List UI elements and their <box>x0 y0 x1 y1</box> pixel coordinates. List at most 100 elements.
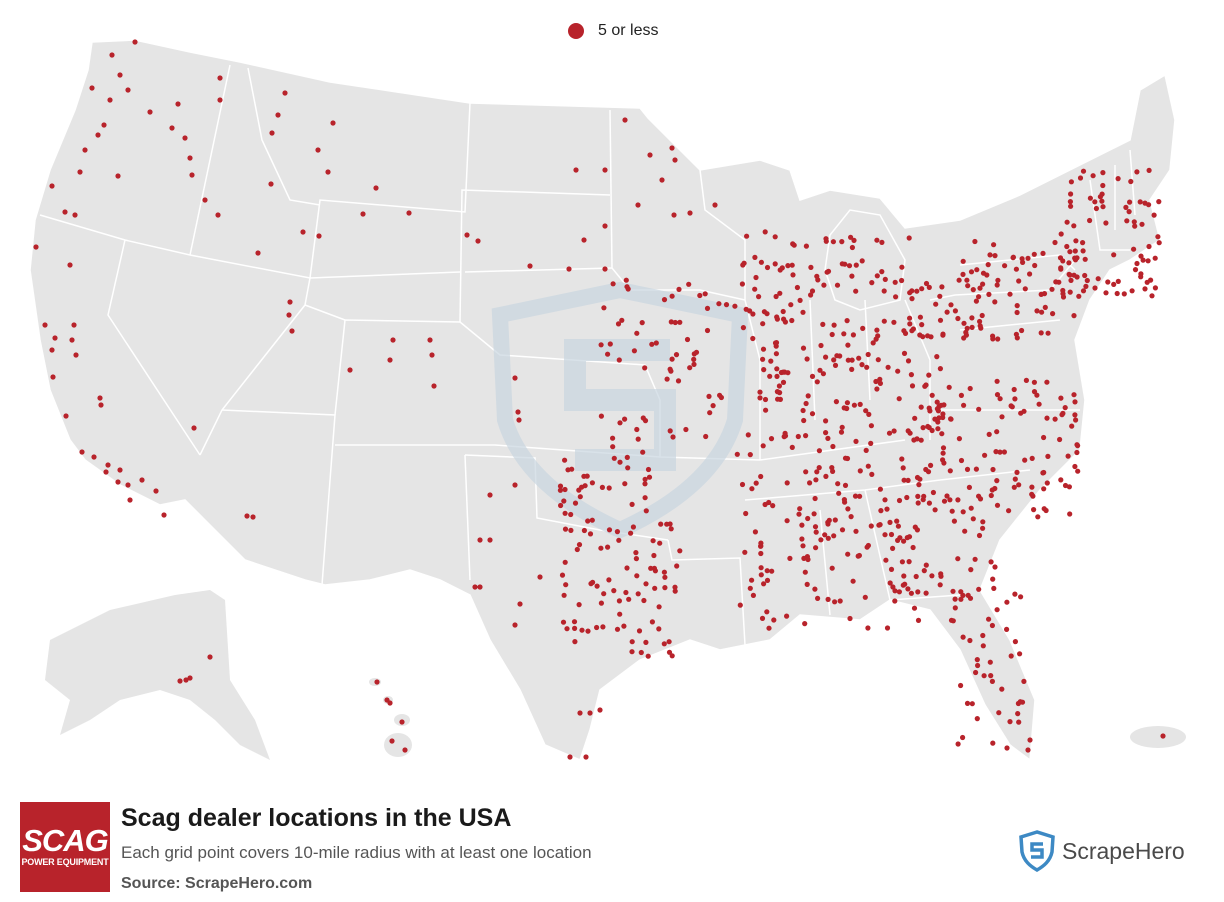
dealer-dot <box>207 654 213 660</box>
dealer-dot <box>387 700 393 706</box>
dealer-dot <box>773 351 780 357</box>
dealer-dot <box>874 327 880 333</box>
dealer-dot <box>616 598 623 604</box>
dealer-dot <box>909 288 915 294</box>
dealer-dot <box>33 244 39 250</box>
dealer-dot <box>668 526 674 532</box>
dealer-dot <box>845 342 851 348</box>
dealer-dot <box>915 589 921 595</box>
dealer-dot <box>1004 745 1010 751</box>
dealer-dot <box>868 440 874 446</box>
dealer-dot <box>949 508 955 514</box>
dealer-dot <box>527 263 533 269</box>
dealer-dot <box>803 400 809 407</box>
dealer-dot <box>1067 249 1073 255</box>
dealer-dot <box>1016 719 1022 725</box>
dealer-dot <box>1137 199 1143 205</box>
dealer-dot <box>758 565 764 571</box>
us-map-svg <box>29 39 1186 762</box>
dealer-dot <box>1068 191 1074 197</box>
dealer-dot <box>1022 457 1028 463</box>
dealer-dot <box>1001 449 1008 455</box>
dealer-dot <box>1027 737 1033 743</box>
dealer-dot <box>873 336 879 342</box>
dealer-dot <box>1073 238 1079 244</box>
dealer-dot <box>974 657 980 663</box>
dealer-dot <box>675 378 682 384</box>
dealer-dot <box>487 492 493 498</box>
dealer-dot <box>389 738 395 744</box>
dealer-dot <box>822 532 828 538</box>
dealer-dot <box>900 465 906 471</box>
dealer-dot <box>946 384 952 390</box>
dealer-dot <box>127 497 133 503</box>
dealer-dot <box>1039 309 1045 315</box>
dealer-dot <box>589 517 595 523</box>
dealer-dot <box>569 466 575 472</box>
dealer-dot <box>968 567 974 573</box>
dealer-dot <box>814 469 820 475</box>
dealer-dot <box>1156 199 1162 205</box>
dealer-dot <box>107 97 113 103</box>
dealer-dot <box>187 155 193 161</box>
dealer-dot <box>1021 408 1027 414</box>
dealer-dot <box>940 411 946 417</box>
dealer-dot <box>1100 204 1106 210</box>
dealer-dot <box>606 527 613 533</box>
dealer-dot <box>987 252 993 258</box>
dealer-dot <box>42 322 48 328</box>
dealer-dot <box>991 242 997 248</box>
map-legend: 5 or less <box>568 22 658 40</box>
dealer-dot <box>835 481 841 487</box>
dealer-dot <box>976 586 982 592</box>
dealer-dot <box>915 493 921 499</box>
dealer-dot <box>1121 291 1127 297</box>
dealer-dot <box>598 413 605 419</box>
dealer-dot <box>874 386 880 392</box>
dealer-dot <box>901 538 907 544</box>
dealer-dot <box>1021 678 1027 685</box>
dealer-dot <box>91 454 97 460</box>
dealer-dot <box>1022 286 1028 292</box>
dealer-dot <box>1155 234 1161 240</box>
dealer-dot <box>852 493 859 499</box>
dealer-dot <box>562 526 569 532</box>
dealer-dot <box>856 552 863 559</box>
dealer-dot <box>831 322 837 328</box>
dealer-dot <box>646 474 653 480</box>
dealer-dot <box>82 147 88 153</box>
dealer-dot <box>784 613 790 619</box>
dealer-dot <box>961 402 967 408</box>
dealer-dot <box>761 309 768 315</box>
dealer-dot <box>980 643 986 649</box>
dealer-dot <box>813 529 819 535</box>
scag-logo: SCAG POWER EQUIPMENT <box>20 802 110 892</box>
dealer-dot <box>797 506 803 512</box>
dealer-dot <box>830 443 836 450</box>
dealer-dot <box>250 514 256 520</box>
dealer-dot <box>841 497 848 503</box>
dealer-dot <box>563 582 569 588</box>
dealer-dot <box>1092 199 1098 205</box>
dealer-dot <box>801 555 807 562</box>
dealer-dot <box>1127 199 1133 205</box>
dealer-dot <box>853 528 859 534</box>
dealer-dot <box>287 299 293 305</box>
dealer-dot <box>49 183 55 189</box>
dealer-dot <box>886 430 893 436</box>
dealer-dot <box>187 675 193 681</box>
dealer-dot <box>687 210 693 216</box>
dealer-dot <box>643 639 649 646</box>
dealer-dot <box>955 315 961 322</box>
dealer-dot <box>808 264 814 270</box>
dealer-dot <box>764 264 771 271</box>
dealer-dot <box>952 605 958 611</box>
dealer-dot <box>800 345 807 351</box>
dealer-dot <box>823 236 829 242</box>
dealer-dot <box>1075 468 1081 474</box>
dealer-dot <box>1029 491 1035 497</box>
dealer-dot <box>477 537 483 543</box>
dealer-dot <box>752 529 759 535</box>
dealer-dot <box>750 592 757 599</box>
dealer-dot <box>764 577 771 584</box>
